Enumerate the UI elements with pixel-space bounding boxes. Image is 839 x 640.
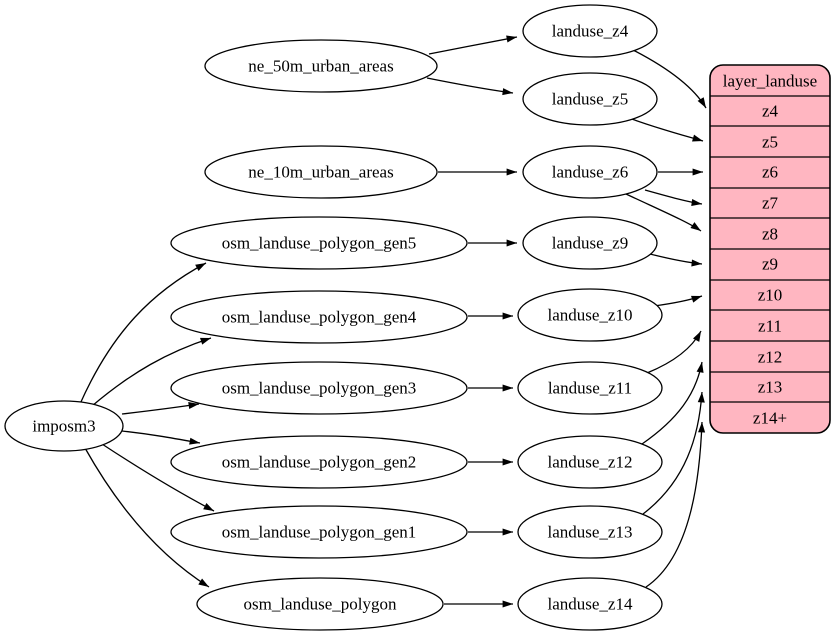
node-landuse-z9-shape <box>522 216 658 270</box>
edge-imposm3-to-osm_landuse_polygon <box>84 447 210 588</box>
layer-landuse-table-title: layer_landuse <box>723 72 817 91</box>
node-osm-landuse-polygon-gen1-label: osm_landuse_polygon_gen1 <box>222 523 417 542</box>
node-ne-10m-urban-areas-shape <box>204 145 438 199</box>
node-landuse-z14-label: landuse_z14 <box>548 595 633 614</box>
node-osm-landuse-polygon-gen1-shape <box>170 505 468 559</box>
edge-landuse_z10-to-row-z10 <box>653 295 703 307</box>
edge-landuse_z9-to-row-z9 <box>649 253 703 267</box>
node-landuse-z6-label: landuse_z6 <box>552 163 628 182</box>
node-osm-landuse-polygon-gen2-shape <box>170 435 468 489</box>
node-osm-landuse-polygon-gen3-label: osm_landuse_polygon_gen3 <box>222 379 417 398</box>
edge-imposm3-to-osm_landuse_polygon_gen1 <box>101 443 215 512</box>
node-ne-10m-urban-areas: ne_10m_urban_areas <box>204 145 438 199</box>
node-landuse-z12-shape <box>517 435 663 489</box>
node-landuse-z14: landuse_z14 <box>517 577 663 631</box>
table-row-z4: z4 <box>762 102 779 121</box>
node-osm-landuse-polygon-gen5-label: osm_landuse_polygon_gen5 <box>222 234 417 253</box>
node-landuse-z10-shape <box>517 288 663 342</box>
table-row-z5: z5 <box>762 133 778 152</box>
node-ne-50m-urban-areas-shape <box>204 39 438 93</box>
node-landuse-z4: landuse_z4 <box>522 4 658 58</box>
node-landuse-z13-label: landuse_z13 <box>548 523 633 542</box>
node-landuse-z13-shape <box>517 505 663 559</box>
edge-ne_50m_urban_areas-to-landuse_z4 <box>428 35 518 55</box>
node-landuse-z13: landuse_z13 <box>517 505 663 559</box>
node-landuse-z11: landuse_z11 <box>517 361 663 415</box>
table-row-z6: z6 <box>762 163 778 182</box>
node-landuse-z9-label: landuse_z9 <box>552 234 628 253</box>
node-osm-landuse-polygon-gen4-shape <box>170 290 468 344</box>
edge-landuse_z12-to-row-z12 <box>641 361 704 445</box>
node-imposm3-shape <box>4 400 124 452</box>
edge-landuse_z6-to-row-z7 <box>644 189 703 207</box>
table-row-z12: z12 <box>758 348 783 367</box>
node-osm-landuse-polygon-gen4: osm_landuse_polygon_gen4 <box>170 290 468 344</box>
node-landuse-z10: landuse_z10 <box>517 288 663 342</box>
node-osm-landuse-polygon-gen3-shape <box>170 361 468 415</box>
node-landuse-z5-shape <box>522 72 658 126</box>
node-landuse-z14-shape <box>517 577 663 631</box>
edge-imposm3-to-osm_landuse_polygon_gen2 <box>121 430 201 445</box>
node-osm-landuse-polygon-gen5: osm_landuse_polygon_gen5 <box>170 216 468 270</box>
edge-landuse_z5-to-row-z5 <box>628 117 704 142</box>
node-osm-landuse-polygon-gen1: osm_landuse_polygon_gen1 <box>170 505 468 559</box>
node-imposm3-label: imposm3 <box>32 417 95 436</box>
node-osm-landuse-polygon-gen2-label: osm_landuse_polygon_gen2 <box>222 453 417 472</box>
edge-landuse_z13-to-row-z13 <box>642 391 705 515</box>
node-osm-landuse-polygon-gen4-label: osm_landuse_polygon_gen4 <box>222 308 417 327</box>
node-landuse-z10-label: landuse_z10 <box>548 306 633 325</box>
node-osm-landuse-polygon-gen3: osm_landuse_polygon_gen3 <box>170 361 468 415</box>
table-row-z10: z10 <box>758 286 783 305</box>
node-ne-50m-urban-areas: ne_50m_urban_areas <box>204 39 438 93</box>
node-landuse-z4-shape <box>522 4 658 58</box>
node-ne-10m-urban-areas-label: ne_10m_urban_areas <box>248 163 393 182</box>
table-row-z7: z7 <box>762 194 779 213</box>
edge-landuse_z11-to-row-z11 <box>646 330 702 374</box>
node-osm-landuse-polygon-gen2: osm_landuse_polygon_gen2 <box>170 435 468 489</box>
table-row-z11: z11 <box>758 317 782 336</box>
table-row-z13: z13 <box>758 378 783 397</box>
node-imposm3: imposm3 <box>4 400 124 452</box>
node-landuse-z9: landuse_z9 <box>522 216 658 270</box>
node-landuse-z11-shape <box>517 361 663 415</box>
node-osm-landuse-polygon-label: osm_landuse_polygon <box>244 595 397 614</box>
node-osm-landuse-polygon-shape <box>196 577 444 631</box>
edge-ne_50m_urban_areas-to-landuse_z5 <box>426 77 514 96</box>
node-landuse-z12-label: landuse_z12 <box>548 453 633 472</box>
node-landuse-z6: landuse_z6 <box>522 145 658 199</box>
node-landuse-z6-shape <box>522 145 658 199</box>
edge-layer <box>79 35 707 608</box>
layer-landuse-table: layer_landuse z4 z5 z6 z7 z8 z9 z10 z11 … <box>709 64 831 434</box>
node-landuse-z5: landuse_z5 <box>522 72 658 126</box>
edge-imposm3-to-osm_landuse_polygon_gen5 <box>79 262 207 405</box>
edge-imposm3-to-osm_landuse_polygon_gen4 <box>91 337 212 407</box>
edge-landuse_z4-to-row-z4 <box>632 49 707 109</box>
edge-landuse_z14-to-row-z14plus <box>645 421 706 588</box>
table-row-z8: z8 <box>762 225 778 244</box>
node-osm-landuse-polygon-gen5-shape <box>170 216 468 270</box>
node-landuse-z4-label: landuse_z4 <box>552 22 629 41</box>
table-row-z14plus: z14+ <box>753 409 787 428</box>
node-osm-landuse-polygon: osm_landuse_polygon <box>196 577 444 631</box>
node-landuse-z12: landuse_z12 <box>517 435 663 489</box>
edge-landuse_z6-to-row-z8 <box>625 193 702 232</box>
table-row-z9: z9 <box>762 255 778 274</box>
node-landuse-z5-label: landuse_z5 <box>552 90 628 109</box>
node-ne-50m-urban-areas-label: ne_50m_urban_areas <box>248 57 393 76</box>
edge-imposm3-to-osm_landuse_polygon_gen3 <box>121 402 200 415</box>
node-landuse-z11-label: landuse_z11 <box>548 379 632 398</box>
